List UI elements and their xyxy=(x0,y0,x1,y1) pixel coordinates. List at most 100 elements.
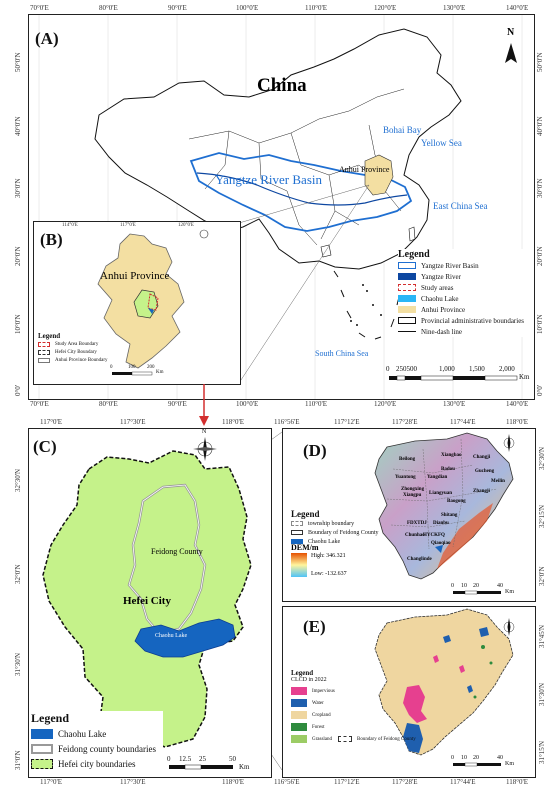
legend-a-row: Provincial administrative boundaries xyxy=(398,315,530,326)
legend-swatch xyxy=(398,262,416,269)
legend-e-item: Forest xyxy=(312,724,325,730)
a-bottom-tick: 140°0'E xyxy=(506,400,529,408)
panel-c-label: (C) xyxy=(33,437,57,456)
legend-a-row: Study areas xyxy=(398,282,530,293)
town-label: Yuantong xyxy=(395,475,416,480)
legend-c: Legend Chaohu Lake Feidong county bounda… xyxy=(31,711,163,771)
town-label: Changlinde xyxy=(407,557,432,562)
legend-d-row: Chaohu Lake xyxy=(291,537,379,546)
scale-c-tick: 12.5 xyxy=(179,755,192,763)
town-label: Chunhao xyxy=(405,533,425,538)
c-left-tick: 32°30'N xyxy=(14,468,22,492)
a-top-tick: 90°0'E xyxy=(168,4,187,12)
legend-a-item: Chaohu Lake xyxy=(421,294,459,303)
a-top-tick: 140°0'E xyxy=(506,4,529,12)
legend-e-item: Impervious xyxy=(312,688,335,694)
panel-b-anhui-inset: (B) Anhui Province 114°0'E 117°0'E 120°0… xyxy=(33,221,241,385)
scale-a-tick: 1,500 xyxy=(469,365,485,373)
legend-b-item: Anhui Province Boundary xyxy=(55,357,108,363)
a-left-tick: 10°0'N xyxy=(14,314,22,334)
scale-e-unit: Km xyxy=(505,761,514,767)
a-right-tick: 50°0'N xyxy=(536,52,544,72)
c-bottom-tick: 117°0'E xyxy=(40,778,63,786)
legend-swatch xyxy=(398,317,416,324)
a-right-tick: 40°0'N xyxy=(536,116,544,136)
d-right-tick: 32°30'N xyxy=(538,446,546,470)
legend-swatch xyxy=(291,530,303,535)
panel-b-label: (B) xyxy=(40,230,63,249)
scale-d-tick: 10 xyxy=(461,583,467,589)
town-label: Yangdian xyxy=(427,475,448,480)
north-letter-a: N xyxy=(507,27,515,38)
c-bottom-tick: 117°30'E xyxy=(120,778,146,786)
b-top-tick: 117°0'E xyxy=(120,223,136,228)
scale-e-tick: 10 xyxy=(461,755,467,761)
d-top-tick: 117°28'E xyxy=(392,418,418,426)
scale-bar-e xyxy=(453,762,501,767)
c-left-tick: 32°0'N xyxy=(14,564,22,584)
a-top-tick: 100°0'E xyxy=(236,4,259,12)
scale-b-tick: 200 xyxy=(147,365,155,370)
a-top-tick: 70°0'E xyxy=(30,4,49,12)
legend-swatch xyxy=(31,728,53,739)
chaohu-lake-shape xyxy=(134,618,236,658)
hefei-map-svg xyxy=(42,437,252,770)
a-bottom-tick: 110°0'E xyxy=(305,400,328,408)
panel-a-label: (A) xyxy=(35,29,59,48)
legend-e-row: Forest xyxy=(291,721,416,733)
town-label: Zhongxing xyxy=(401,487,425,492)
north-arrow-a xyxy=(505,43,517,63)
scale-b-unit: Km xyxy=(156,370,164,375)
scale-d-unit: Km xyxy=(505,589,514,595)
town-label: Badou xyxy=(441,467,455,472)
legend-a-item: Nine-dash line xyxy=(421,327,463,336)
legend-swatch xyxy=(291,687,307,695)
town-label: Shitang xyxy=(441,513,458,518)
legend-d-row: Boundary of Feidong County xyxy=(291,528,379,537)
a-left-tick: 50°0'N xyxy=(14,52,22,72)
water-patch xyxy=(403,723,423,753)
a-bottom-tick: 120°0'E xyxy=(374,400,397,408)
e-right-tick: 31°30'N xyxy=(538,682,546,706)
e-bottom-tick: 117°28'E xyxy=(392,778,418,786)
legend-a-item: Provincial administrative boundaries xyxy=(421,316,525,325)
town-label: Changji xyxy=(473,455,491,460)
legend-swatch xyxy=(291,723,307,731)
scale-e-tick: 20 xyxy=(473,755,479,761)
legend-b-row: Hefei City Boundary xyxy=(38,348,108,356)
anhui-province-shape xyxy=(364,154,394,196)
legend-e-title: Legend xyxy=(291,669,314,677)
scale-e-tick: 40 xyxy=(497,755,503,761)
town-label: Xiangpu xyxy=(403,493,422,498)
e-right-tick: 31°45'N xyxy=(538,624,546,648)
a-top-tick: 120°0'E xyxy=(374,4,397,12)
c-top-tick: 117°0'E xyxy=(40,418,63,426)
d-top-tick: 117°44'E xyxy=(450,418,476,426)
a-left-tick: 30°0'N xyxy=(14,178,22,198)
sea-south-china-sea: South China Sea xyxy=(315,349,369,358)
legend-swatch xyxy=(38,349,50,355)
legend-swatch xyxy=(38,357,50,363)
town-label: HYCKFQ xyxy=(423,533,445,538)
legend-a-row: Nine-dash line xyxy=(398,326,530,337)
anhui-inset-svg xyxy=(97,229,209,376)
legend-b-item: Hefei City Boundary xyxy=(55,349,97,355)
legend-swatch xyxy=(398,306,416,313)
c-left-tick: 31°0'N xyxy=(14,750,22,770)
scale-d-tick: 40 xyxy=(497,583,503,589)
dem-title: DEM/m xyxy=(291,543,319,552)
legend-b-row: Anhui Province Boundary xyxy=(38,356,108,364)
a-top-tick: 80°0'E xyxy=(99,4,118,12)
country-label: China xyxy=(257,75,307,96)
legend-a-item: Study areas xyxy=(421,283,454,292)
legend-b-title: Legend xyxy=(38,332,61,340)
legend-e-item: Water xyxy=(312,700,324,706)
compass-b xyxy=(199,229,209,239)
chaohu-lake-label-c: Chaohu Lake xyxy=(155,633,188,639)
legend-swatch xyxy=(38,341,50,347)
legend-b-item: Study Area Boundary xyxy=(55,341,99,347)
china-map-svg xyxy=(38,15,523,399)
scale-c-unit: Km xyxy=(239,763,250,771)
a-bottom-tick: 90°0'E xyxy=(168,400,187,408)
town-label: Dianbu xyxy=(433,521,449,526)
